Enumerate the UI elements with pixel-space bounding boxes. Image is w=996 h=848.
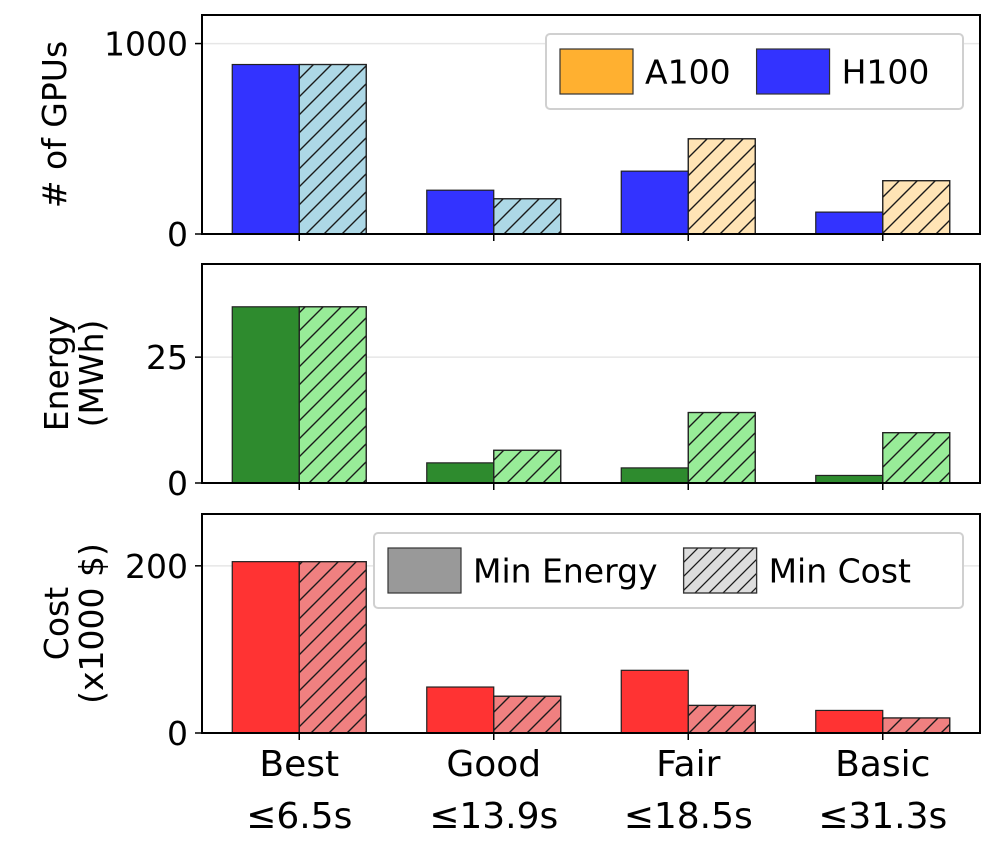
- bar-hatch-energy-fair: [687, 411, 756, 484]
- panel-cost: 0 200 Cost(x1000 $) Min Energy Min Cost: [37, 513, 981, 753]
- bar-hatch-cost-basic: [882, 717, 951, 734]
- y-axis-label: (MWh): [72, 320, 111, 428]
- plot-frame: [201, 14, 981, 235]
- bar-hatch-cost-good: [493, 695, 562, 734]
- x-label-fair: Fair: [656, 744, 720, 785]
- legend-swatch-a100: [559, 48, 634, 95]
- x-limit-best: ≤6.5s: [246, 796, 352, 837]
- y-tick-label: 1000: [104, 25, 188, 64]
- bar-hatch-energy-best: [298, 306, 367, 484]
- y-tick-label: 200: [125, 547, 188, 586]
- bar-cost-min-energy-basic: [815, 709, 884, 734]
- bar-energy-min-energy-basic: [815, 474, 884, 484]
- x-label-best: Best: [259, 744, 339, 785]
- bar-hatch-gpus-best: [298, 63, 367, 235]
- legend-label-a100: A100: [645, 53, 731, 92]
- bar-hatch-energy-good: [493, 449, 562, 484]
- plot-frame: [201, 513, 981, 734]
- bar-energy-min-energy-fair: [620, 467, 689, 484]
- bar-energy-min-energy-good: [426, 462, 495, 484]
- y-axis-label: # of GPUs: [35, 41, 74, 208]
- bar-hatch-gpus-basic: [882, 180, 951, 235]
- bar-gpus-min-energy-good: [426, 189, 495, 235]
- legend-label-min-cost: Min Cost: [769, 552, 911, 591]
- x-limit-fair: ≤18.5s: [624, 796, 753, 837]
- legend-box: [373, 532, 964, 609]
- bar-cost-min-energy-good: [426, 686, 495, 734]
- plot-frame: [201, 263, 981, 484]
- y-tick-label: 0: [167, 464, 188, 503]
- legend-swatch-hatch: [682, 547, 758, 594]
- x-limit-good: ≤13.9s: [429, 796, 558, 837]
- bar-gpus-min-energy-basic: [815, 211, 884, 235]
- bar-gpus-min-energy-fair: [620, 170, 689, 235]
- y-axis-label: (x1000 $): [72, 543, 111, 704]
- y-axis-label: Energy: [37, 316, 76, 432]
- y-tick-label: 0: [167, 714, 188, 753]
- bar-hatch-energy-basic: [882, 432, 951, 484]
- bar-hatch-gpus-fair: [687, 138, 756, 235]
- bar-cost-min-energy-fair: [620, 669, 689, 734]
- legend-swatch-min-energy: [387, 547, 462, 594]
- bar-hatch-cost-fair: [687, 704, 756, 734]
- y-tick-label: 0: [167, 215, 188, 254]
- x-limit-basic: ≤31.3s: [818, 796, 947, 837]
- y-axis-label: Cost: [37, 587, 76, 660]
- bar-hatch-cost-best: [298, 561, 367, 734]
- legend-box: [545, 33, 964, 110]
- legend-swatch-h100: [755, 48, 831, 95]
- x-label-good: Good: [446, 744, 541, 785]
- x-axis-labels: Best ≤6.5s Good ≤13.9s Fair ≤18.5s Basic ≤31.3s: [246, 744, 947, 837]
- bar-energy-min-energy-best: [231, 306, 300, 484]
- legend-cost: Min Energy Min Cost: [373, 532, 964, 609]
- panel-gpus: 0 1000 # of GPUs A100 H100: [35, 14, 981, 254]
- legend-label-min-energy: Min Energy: [473, 552, 658, 591]
- legend-gpus: A100 H100: [545, 33, 964, 110]
- panel-energy: 0 25 Energy(MWh): [37, 263, 981, 503]
- legend-label-h100: H100: [842, 53, 930, 92]
- bar-cost-min-energy-best: [231, 561, 300, 734]
- y-tick-label: 25: [146, 338, 188, 377]
- bar-hatch-gpus-good: [493, 198, 562, 235]
- bar-gpus-min-energy-best: [231, 63, 300, 235]
- x-label-basic: Basic: [835, 744, 930, 785]
